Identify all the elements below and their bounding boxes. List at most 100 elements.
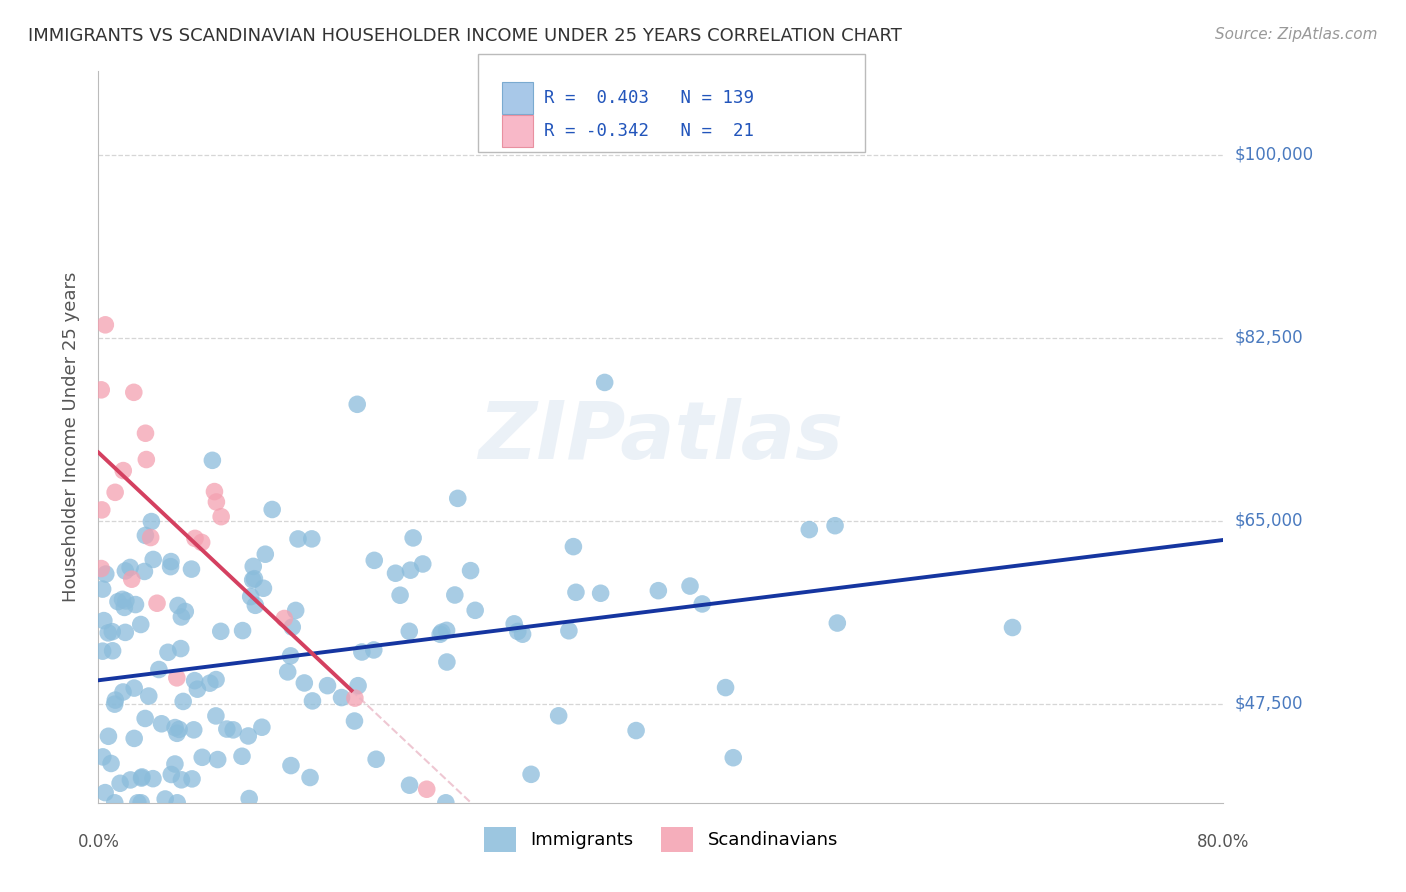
Point (299, 771, 322, 785)
Point (301, 694, 323, 708)
Point (91, 582, 114, 596)
Point (512, 627, 534, 641)
Point (112, 600, 135, 615)
Point (205, 495, 228, 509)
Point (170, 772, 193, 787)
Point (111, 592, 134, 607)
Point (346, 397, 368, 411)
Point (415, 782, 437, 797)
Text: $65,000: $65,000 (1234, 512, 1303, 530)
Point (101, 624, 124, 639)
Point (183, 723, 205, 737)
Text: IMMIGRANTS VS SCANDINAVIAN HOUSEHOLDER INCOME UNDER 25 YEARS CORRELATION CHART: IMMIGRANTS VS SCANDINAVIAN HOUSEHOLDER I… (28, 27, 903, 45)
Point (252, 581, 274, 595)
Point (131, 770, 153, 784)
Point (114, 625, 136, 640)
Point (292, 676, 315, 690)
Point (114, 564, 136, 578)
Point (402, 531, 425, 545)
Point (131, 771, 153, 785)
Point (366, 752, 388, 766)
Point (238, 729, 260, 743)
Point (558, 624, 581, 638)
Point (183, 673, 205, 688)
Point (562, 540, 585, 554)
Point (330, 690, 353, 705)
Point (160, 555, 183, 569)
Point (159, 559, 181, 574)
Point (138, 689, 160, 703)
Point (429, 627, 451, 641)
Point (398, 778, 420, 792)
Point (714, 681, 737, 695)
Point (170, 610, 193, 624)
Point (104, 693, 127, 707)
Point (281, 620, 304, 634)
Point (122, 731, 145, 746)
Point (384, 566, 406, 581)
Point (547, 708, 569, 723)
Point (363, 643, 385, 657)
Text: R =  0.403   N = 139: R = 0.403 N = 139 (544, 89, 754, 107)
Point (124, 598, 146, 612)
Y-axis label: Householder Income Under 25 years: Householder Income Under 25 years (62, 272, 80, 602)
Point (166, 671, 188, 685)
Point (163, 757, 186, 772)
Point (205, 673, 228, 687)
Point (316, 679, 339, 693)
Point (129, 617, 152, 632)
Point (215, 722, 238, 736)
Point (100, 756, 122, 771)
Point (824, 518, 846, 533)
Point (506, 624, 529, 639)
Point (347, 679, 370, 693)
Point (121, 572, 143, 586)
Point (799, 523, 821, 537)
Point (148, 663, 170, 677)
Point (134, 565, 156, 579)
Point (280, 758, 302, 772)
Point (436, 624, 458, 638)
Point (430, 625, 453, 640)
Text: ZIPatlas: ZIPatlas (478, 398, 844, 476)
Point (90, 503, 112, 517)
Point (120, 560, 142, 574)
Point (503, 616, 526, 631)
Point (1001, 620, 1024, 634)
Point (209, 509, 232, 524)
Point (565, 585, 588, 599)
Point (115, 594, 138, 608)
Point (204, 484, 226, 499)
Point (343, 691, 366, 706)
Point (91, 644, 114, 658)
Point (593, 376, 616, 390)
Point (129, 796, 152, 810)
Point (443, 588, 465, 602)
Point (97, 625, 120, 640)
Point (186, 682, 208, 697)
Point (243, 572, 266, 586)
Point (460, 564, 482, 578)
Point (207, 753, 229, 767)
Point (122, 385, 145, 400)
Point (166, 796, 188, 810)
Point (398, 624, 420, 639)
Point (90, 383, 112, 397)
Point (104, 485, 127, 500)
Text: $47,500: $47,500 (1234, 695, 1303, 713)
Point (827, 615, 849, 630)
Point (723, 750, 745, 764)
Point (464, 603, 486, 617)
Point (94, 318, 117, 332)
Point (108, 776, 131, 790)
Point (679, 579, 702, 593)
Point (343, 714, 366, 728)
Point (520, 767, 543, 781)
Point (160, 767, 183, 781)
Point (277, 665, 299, 679)
Point (127, 796, 149, 810)
Point (167, 723, 190, 737)
Point (156, 645, 179, 659)
Point (589, 586, 612, 600)
Point (190, 535, 212, 549)
